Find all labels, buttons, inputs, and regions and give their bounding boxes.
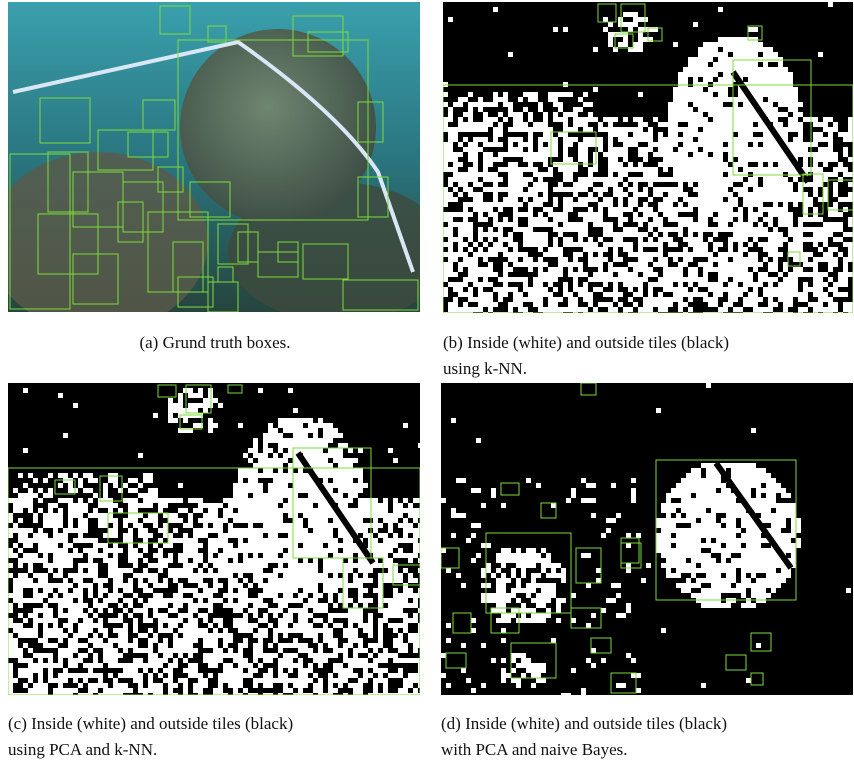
caption: (c) Inside (white) and outside tiles (bl… [8, 711, 428, 763]
caption-label: (d) [441, 714, 461, 733]
figure: (a) Grund truth boxes. (b) Inside (white… [0, 0, 854, 765]
caption-text: Inside (white) and outside tiles (black) [465, 714, 727, 733]
caption-label: (a) [139, 333, 158, 352]
caption-text: Inside (white) and outside tiles (black) [467, 333, 729, 352]
caption-text: with PCA and naive Bayes. [441, 740, 628, 759]
caption-text: Inside (white) and outside tiles (black) [31, 714, 293, 733]
tile-panel [441, 383, 853, 695]
coral [180, 29, 376, 225]
caption-text: using PCA and k-NN. [8, 740, 157, 759]
caption: (a) Grund truth boxes. [5, 330, 425, 356]
caption: (d) Inside (white) and outside tiles (bl… [441, 711, 854, 763]
tile-panel [8, 383, 420, 695]
background [441, 383, 853, 695]
caption-text: Grund truth boxes. [163, 333, 291, 352]
photo-panel [8, 2, 420, 312]
tile-panel [443, 2, 853, 313]
caption: (b) Inside (white) and outside tiles (bl… [443, 330, 854, 382]
caption-label: (c) [8, 714, 27, 733]
caption-text: using k-NN. [443, 359, 527, 378]
caption-label: (b) [443, 333, 463, 352]
